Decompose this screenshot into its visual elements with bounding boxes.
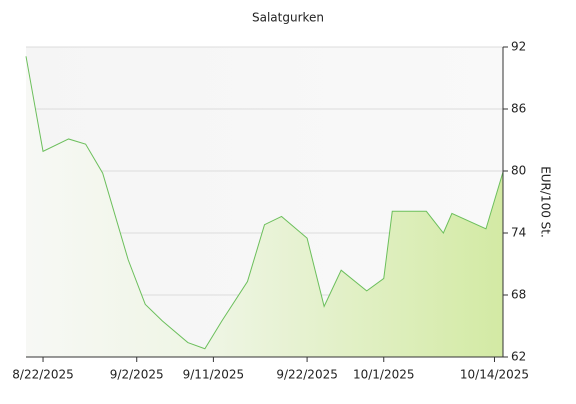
area [26,56,503,358]
x-tick-label: 8/22/2025 [12,368,74,382]
x-tick-label: 9/2/2025 [110,368,164,382]
x-tick-label: 10/14/2025 [460,368,529,382]
y-tick-label: 86 [511,102,526,116]
line [25,56,504,350]
y-axis-title: EUR/100 St. [539,166,553,238]
y-tick-label: 74 [511,226,526,240]
chart-title: Salatgurken [252,11,324,25]
x-tick-label: 9/11/2025 [183,368,245,382]
y-tick-label: 92 [511,40,526,54]
y-tick-label: 62 [511,350,526,364]
y-tick-label: 80 [511,164,526,178]
x-tick-label: 10/1/2025 [353,368,415,382]
y-tick-label: 68 [511,288,526,302]
x-tick-label: 9/22/2025 [276,368,338,382]
